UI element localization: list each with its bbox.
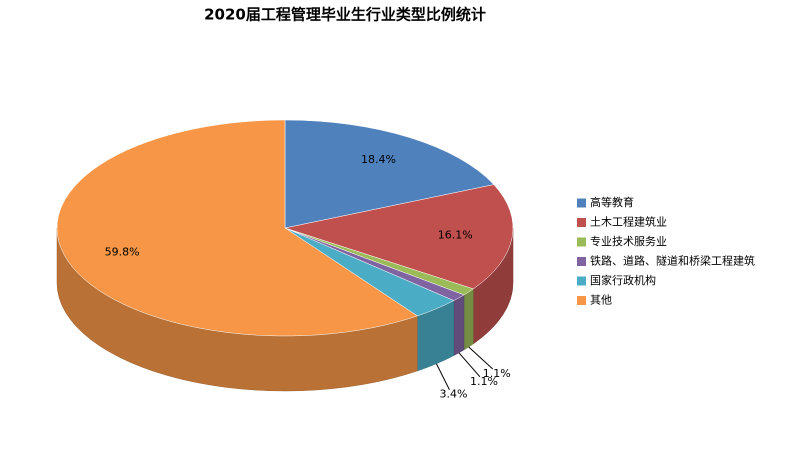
leader-line [468,346,494,370]
data-label: 18.4% [361,153,396,166]
legend-swatch [577,198,586,208]
slice-side [463,288,474,351]
chart-title: 2020届工程管理毕业生行业类型比例统计 [204,6,486,24]
data-label: 1.1% [470,375,498,388]
leader-line [458,352,481,378]
legend-label: 专业技术服务业 [590,234,667,248]
legend-swatch [577,218,586,227]
data-label: 3.4% [439,388,467,401]
legend-label: 其他 [590,294,612,307]
legend-swatch [577,276,586,286]
data-label: 1.1% [483,367,511,380]
legend-label: 国家行政机构 [590,273,656,287]
slice-side [453,294,465,357]
slice [284,119,495,229]
legend-swatch [577,257,586,266]
slice [284,184,514,290]
legend-swatch [577,237,586,247]
data-label: 59.8% [105,246,140,259]
legend-label: 铁路、道路、隧道和桥梁工程建筑 [590,254,755,268]
legend-label: 高等教育 [590,195,634,209]
slice [56,119,418,337]
leader-line [435,363,450,390]
legend-swatch [577,296,586,305]
data-label: 16.1% [438,229,473,242]
legend-label: 土木工程建筑业 [590,215,667,229]
